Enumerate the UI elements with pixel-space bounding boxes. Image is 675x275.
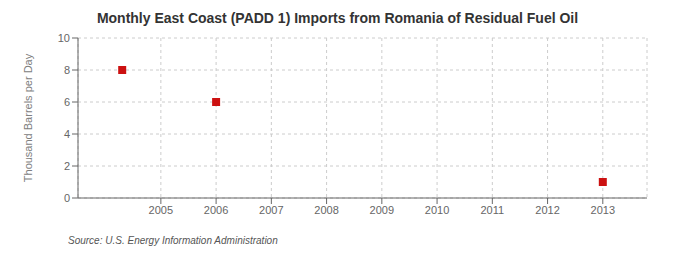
svg-text:2010: 2010 — [425, 204, 449, 216]
svg-text:2: 2 — [64, 160, 70, 172]
svg-text:6: 6 — [64, 96, 70, 108]
svg-text:2009: 2009 — [370, 204, 394, 216]
html-text:Monthly East Coast (PADD 1) Im: Monthly East Coast (PADD 1) Imports from… — [96, 10, 579, 26]
svg-text:4: 4 — [64, 128, 70, 140]
svg-text:8: 8 — [64, 64, 70, 76]
svg-text:Thousand Barrels per Day: Thousand Barrels per Day — [22, 53, 34, 182]
svg-text:2007: 2007 — [259, 204, 283, 216]
svg-text:2013: 2013 — [591, 204, 615, 216]
svg-text:2005: 2005 — [149, 204, 173, 216]
svg-text:2012: 2012 — [535, 204, 559, 216]
svg-text:0: 0 — [64, 192, 70, 204]
svg-text:10: 10 — [58, 32, 70, 44]
svg-text:2008: 2008 — [314, 204, 338, 216]
svg-text:2011: 2011 — [480, 204, 504, 216]
html-text:Source: U.S. Energy Informatio: Source: U.S. Energy Information Administ… — [68, 235, 278, 246]
svg-text:2006: 2006 — [204, 204, 228, 216]
